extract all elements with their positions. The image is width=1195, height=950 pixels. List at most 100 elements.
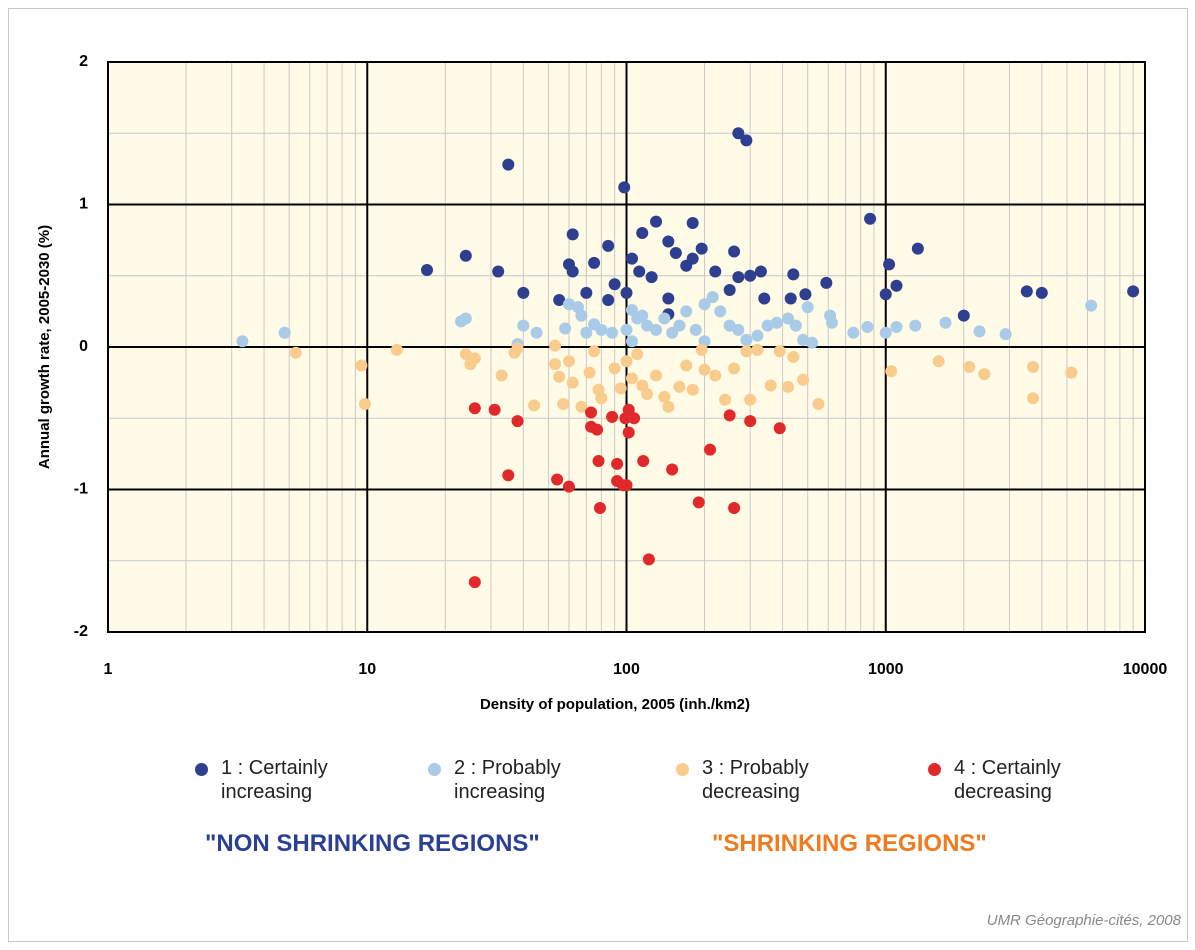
point: [278, 326, 291, 339]
y-tick-label: -1: [74, 481, 88, 498]
point: [957, 309, 970, 322]
point: [879, 326, 892, 339]
point: [883, 258, 896, 271]
point: [562, 355, 575, 368]
x-tick-label: 1: [104, 661, 113, 678]
point: [911, 242, 924, 255]
source-credit: UMR Géographie-cités, 2008: [986, 912, 1181, 929]
point: [606, 326, 619, 339]
point: [608, 362, 621, 375]
point: [468, 576, 481, 589]
point: [620, 323, 633, 336]
point: [890, 321, 903, 334]
point: [978, 368, 991, 381]
point: [530, 326, 543, 339]
point: [680, 359, 693, 372]
point: [709, 265, 722, 278]
legend-marker: [928, 763, 941, 776]
point: [641, 319, 654, 332]
point: [658, 390, 671, 403]
point: [611, 457, 624, 470]
point: [620, 355, 633, 368]
point: [636, 227, 649, 239]
point: [289, 346, 302, 359]
point: [963, 360, 976, 373]
point: [608, 278, 621, 291]
point: [662, 292, 675, 305]
y-axis-label: Annual growth rate, 2005-2030 (%): [36, 225, 53, 469]
point: [625, 252, 638, 265]
point: [650, 215, 663, 228]
point: [939, 316, 952, 329]
legend-item: 2 : Probably increasing: [428, 756, 628, 804]
point: [502, 469, 515, 482]
point: [562, 480, 575, 493]
point: [728, 245, 741, 258]
x-tick-label: 10: [358, 661, 376, 678]
point: [825, 316, 838, 329]
point: [754, 265, 767, 278]
point: [528, 399, 541, 412]
point: [744, 269, 757, 282]
point: [1127, 285, 1140, 298]
grid: [107, 61, 1146, 633]
point: [591, 423, 604, 436]
point: [355, 359, 368, 372]
point: [618, 181, 631, 194]
point: [549, 358, 562, 371]
point: [420, 264, 433, 277]
point: [502, 158, 515, 171]
point: [686, 217, 699, 230]
point: [680, 305, 693, 318]
point: [553, 293, 566, 306]
point: [631, 348, 644, 361]
legend-marker: [428, 763, 441, 776]
point: [885, 365, 898, 378]
point: [468, 402, 481, 415]
point: [740, 345, 753, 358]
point: [517, 319, 530, 332]
point: [784, 292, 797, 305]
point: [695, 343, 708, 356]
point: [566, 265, 579, 278]
point: [650, 369, 663, 382]
point: [553, 370, 566, 383]
point: [728, 362, 741, 375]
point: [585, 406, 598, 419]
legend-label: 1 : Certainly increasing: [221, 757, 328, 803]
annotation: "SHRINKING REGIONS": [712, 830, 987, 857]
point: [658, 312, 671, 325]
point: [758, 292, 771, 305]
point: [559, 322, 572, 335]
point: [787, 268, 800, 281]
legend-label: 3 : Probably decreasing: [702, 757, 809, 803]
point: [645, 271, 658, 284]
point: [669, 246, 682, 259]
point: [673, 380, 686, 393]
point: [773, 422, 786, 435]
point: [492, 265, 505, 278]
point: [744, 393, 757, 406]
point: [773, 345, 786, 358]
point: [709, 369, 722, 382]
point: [680, 259, 693, 272]
point: [728, 502, 741, 515]
point: [782, 312, 795, 325]
point: [580, 286, 593, 299]
point: [704, 443, 717, 456]
y-tick-label: 2: [79, 53, 88, 70]
point: [764, 379, 777, 392]
point: [864, 212, 877, 225]
point: [459, 312, 472, 325]
point: [723, 409, 736, 422]
point: [588, 256, 601, 269]
point: [636, 309, 649, 322]
point: [820, 276, 833, 289]
point: [628, 412, 641, 425]
point: [1035, 286, 1048, 299]
point: [799, 288, 812, 301]
point: [797, 333, 810, 346]
point: [723, 284, 736, 296]
point: [488, 403, 501, 416]
